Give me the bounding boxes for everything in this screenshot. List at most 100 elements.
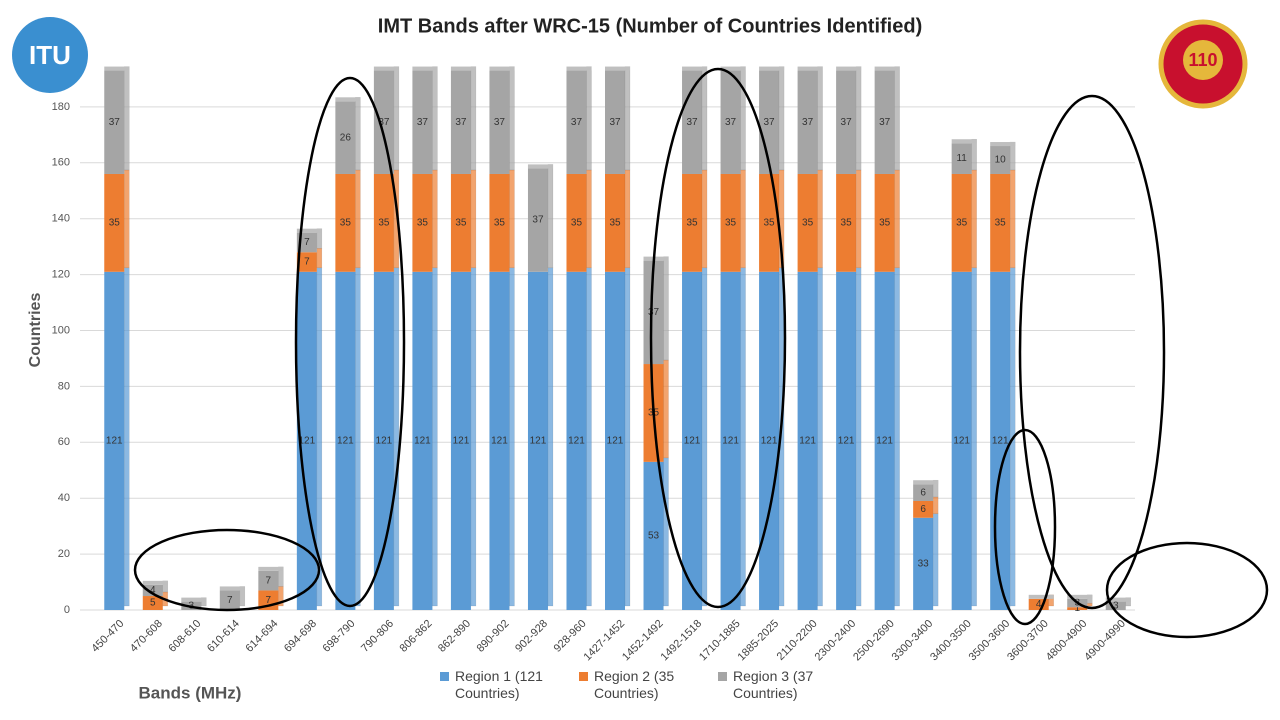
bar-segment <box>874 70 895 174</box>
bar-segment <box>874 271 895 610</box>
logo-right: 110 <box>1158 19 1248 109</box>
x-tick-label: 790-806 <box>359 618 396 655</box>
bar-segment <box>682 271 703 610</box>
bar-top <box>104 66 130 71</box>
bar-segment <box>951 173 972 272</box>
x-tick-label: 928-960 <box>552 618 589 655</box>
data-label: 35 <box>764 218 776 229</box>
data-label: 37 <box>109 117 121 128</box>
bar-side <box>432 267 438 607</box>
data-label: 35 <box>802 218 814 229</box>
highlight-ellipse <box>133 528 321 612</box>
highlight-ellipse <box>1018 94 1166 610</box>
bar-side <box>894 66 900 171</box>
data-label: 121 <box>568 436 585 447</box>
logo-text: 110 <box>1188 50 1217 70</box>
bar-side <box>663 359 669 459</box>
bar-top <box>643 256 669 261</box>
bar-segment <box>335 271 356 610</box>
bar-segment <box>605 70 625 174</box>
data-label: 7 <box>266 595 272 606</box>
bar-side <box>432 66 438 171</box>
bar-side <box>663 256 669 361</box>
bar-top <box>489 66 515 71</box>
bar-segment <box>527 168 548 272</box>
bar-top <box>142 580 168 585</box>
bar-segment <box>913 500 934 518</box>
bar-segment <box>219 590 240 610</box>
x-tick-label: 1885-2025 <box>736 618 782 664</box>
bar-segment <box>682 173 703 272</box>
data-label: 3 <box>1113 600 1119 611</box>
bar-side <box>432 169 438 269</box>
x-tick-label: 698-790 <box>321 618 358 655</box>
data-label: 35 <box>417 218 429 229</box>
plot: 020406080100120140160180450-470121353747… <box>52 66 1135 664</box>
data-label: 4 <box>1036 599 1042 610</box>
bar-side <box>701 267 708 607</box>
bar-side <box>586 66 592 171</box>
data-label: 121 <box>953 436 970 447</box>
bar-segment <box>720 70 741 174</box>
bar-top <box>682 66 708 71</box>
bar-top <box>527 164 553 169</box>
bar-segment <box>1067 607 1088 610</box>
bar-segment <box>913 484 934 501</box>
bar-top <box>1067 594 1093 599</box>
bar-segment <box>450 70 471 174</box>
bar-top <box>720 66 746 71</box>
bar-side <box>1009 141 1016 171</box>
data-label: 6 <box>920 487 926 498</box>
y-tick-label: 100 <box>52 324 70 336</box>
data-label: 37 <box>725 117 737 128</box>
bar-top <box>296 228 322 233</box>
bar-side <box>740 267 746 607</box>
bar-side <box>470 66 477 171</box>
bar-segment <box>489 173 510 272</box>
bar-segment <box>566 271 587 610</box>
bar-side <box>316 247 323 269</box>
bar-segment <box>720 173 741 272</box>
bar-top <box>566 66 592 71</box>
data-label: 121 <box>299 436 316 447</box>
bar-side <box>855 267 862 607</box>
data-label: 35 <box>109 218 121 229</box>
bar-segment <box>296 252 317 272</box>
data-label: 7 <box>304 257 310 268</box>
legend-item: Region 2 (35 Countries) <box>579 668 712 702</box>
bar-side <box>624 267 631 607</box>
bar-segment <box>566 70 587 174</box>
data-label: 35 <box>340 218 352 229</box>
bar-segment <box>990 146 1011 174</box>
highlight-ellipse <box>993 428 1057 626</box>
data-label: 26 <box>340 132 352 143</box>
data-label: 35 <box>571 218 583 229</box>
bar-side <box>509 66 515 171</box>
x-tick-label: 694-698 <box>282 618 319 655</box>
bar-segment <box>1105 601 1126 610</box>
bar-segment <box>412 70 433 174</box>
bar-segment <box>527 271 548 610</box>
bar-segment <box>836 173 857 272</box>
data-label: 121 <box>414 436 431 447</box>
data-label: 37 <box>417 117 429 128</box>
bar-side <box>470 169 477 269</box>
bar-segment <box>104 271 125 610</box>
bar-side <box>470 267 477 607</box>
data-label: 121 <box>838 436 855 447</box>
bar-side <box>624 169 631 269</box>
bar-segment <box>142 584 163 597</box>
bar-segment <box>951 271 972 610</box>
data-label: 121 <box>722 436 739 447</box>
bar-side <box>971 138 977 171</box>
bar-side <box>894 267 900 607</box>
legend-label: Region 1 (121 Countries) <box>455 668 543 701</box>
bar-top <box>1105 597 1131 602</box>
data-label: 37 <box>841 117 853 128</box>
data-label: 121 <box>799 436 816 447</box>
legend: Region 1 (121 Countries) Region 2 (35 Cou… <box>440 668 851 702</box>
data-label: 121 <box>491 436 508 447</box>
data-label: 35 <box>686 218 698 229</box>
bar-top <box>913 480 939 485</box>
bar-segment <box>335 173 356 272</box>
